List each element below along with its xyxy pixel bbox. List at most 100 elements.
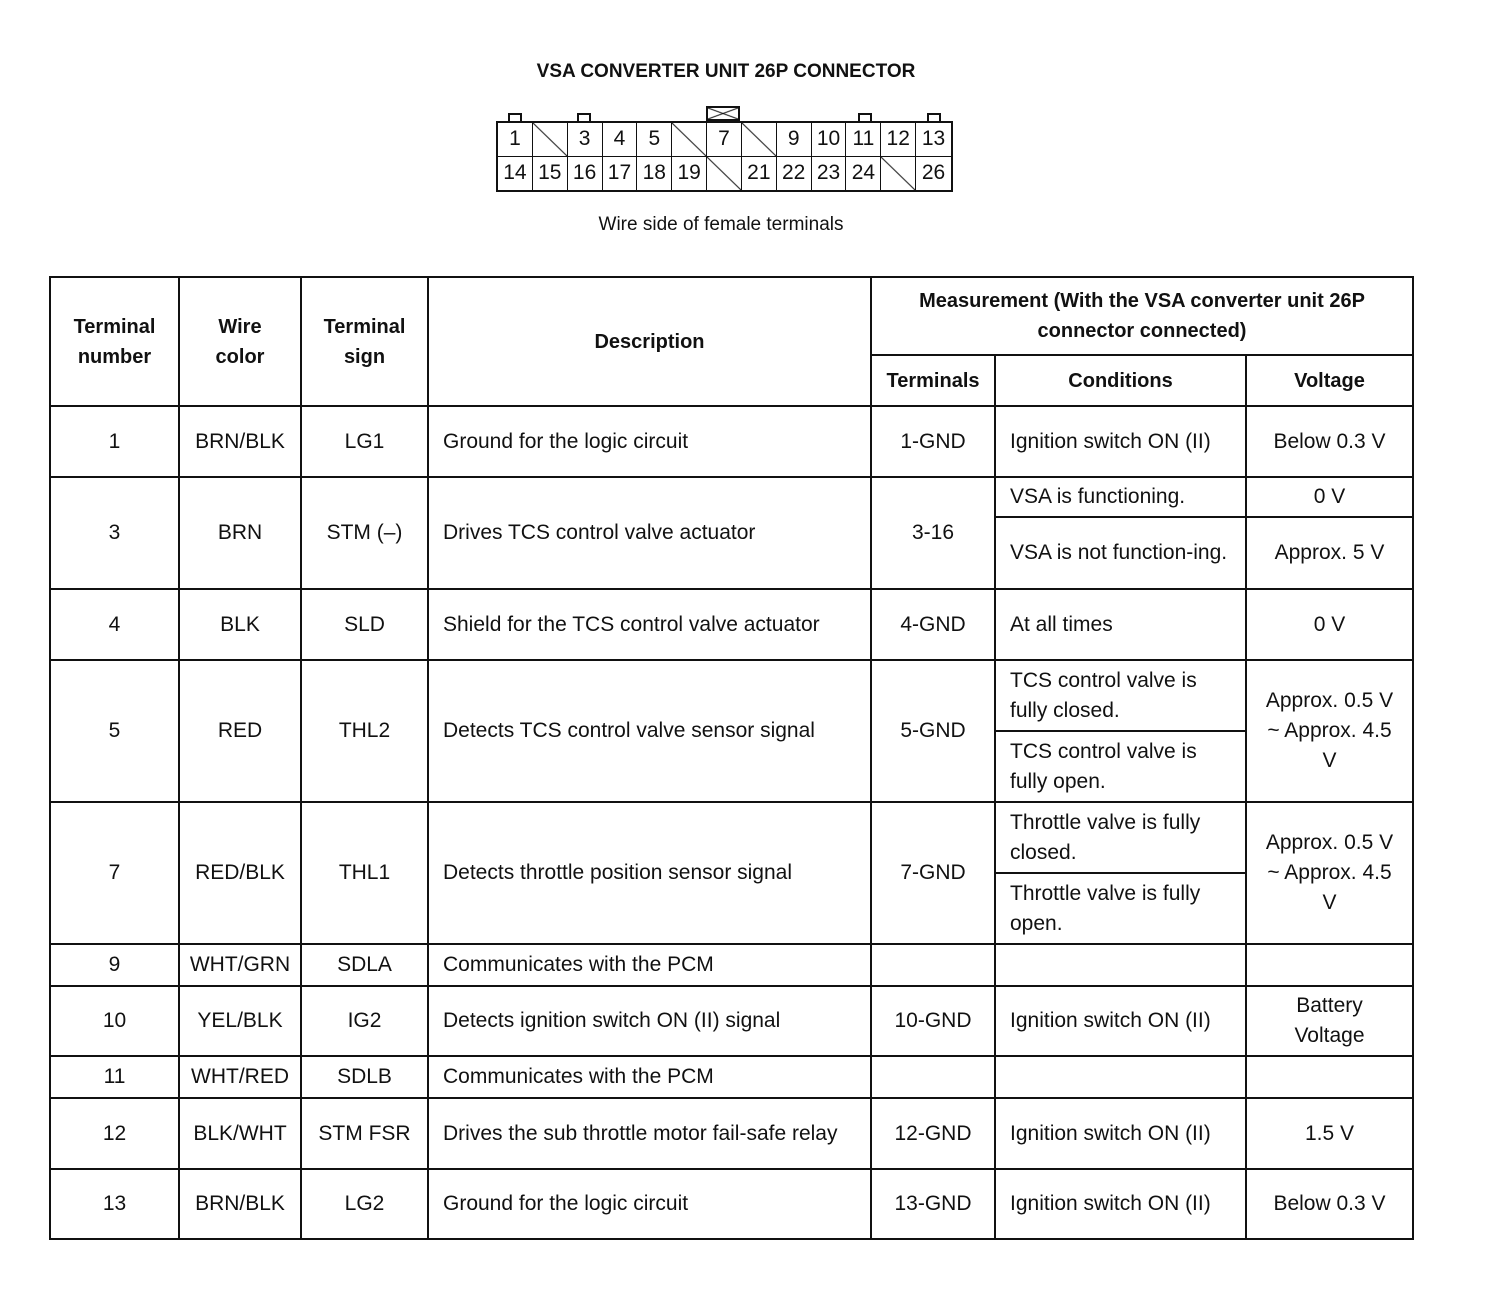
description-cell: Detects throttle position sensor signal [427, 801, 872, 945]
conditions-cell: Ignition switch ON (II) [994, 1097, 1247, 1170]
table-subrow: TCS control valve is fully open. [50, 730, 1413, 803]
voltage-cell: 0 V [1245, 588, 1414, 661]
connector-pin: 4 [602, 123, 638, 157]
voltage-cell [1245, 943, 1414, 987]
connector-pin: 21 [742, 156, 777, 190]
wire-color-cell: BLK [178, 588, 302, 661]
connector-pin: 19 [672, 156, 708, 190]
table-row: 5 RED THL2 Detects TCS control valve sensor… [49, 659, 1414, 803]
voltage-cell: 0 V [1245, 476, 1414, 518]
wire-color-cell: WHT/GRN [178, 943, 302, 987]
voltage-cell: Approx. 0.5 V ~ Approx. 4.5 V [1245, 659, 1414, 803]
table-subrow: VSA is not function-ing. Approx. 5 V [50, 516, 1414, 590]
connector-pin: 10 [811, 123, 847, 157]
connector-pin: 16 [568, 156, 603, 190]
terminal-number-cell: 11 [49, 1055, 180, 1099]
connector-pin: 14 [498, 156, 533, 190]
wire-color-cell: BLK/WHT [178, 1097, 302, 1170]
terminal-number-cell: 3 [49, 476, 180, 590]
header-voltage: Voltage [1245, 354, 1414, 407]
table-row: 10 YEL/BLK IG2 Detects ignition switch ON (… [49, 985, 1414, 1057]
table-row: 7 RED/BLK THL1 Detects throttle position se… [49, 801, 1414, 945]
terminals-cell: 5-GND [870, 659, 996, 803]
conditions-cell: Ignition switch ON (II) [994, 985, 1247, 1057]
connector-title: VSA CONVERTER UNIT 26P CONNECTOR [536, 61, 916, 82]
table-row: 11 WHT/RED SDLB Communicates with the PCM [49, 1055, 1414, 1099]
wire-color-cell: BRN/BLK [178, 405, 302, 478]
connector-pin: 18 [637, 156, 673, 190]
connector-pin: 22 [777, 156, 812, 190]
terminals-cell [870, 1055, 996, 1099]
table-row: 3 BRN STM (–) Drives TCS control valve actu… [49, 476, 1414, 590]
header-measurement: Measurement (With the VSA converter unit… [870, 276, 1414, 356]
terminal-sign-cell: SLD [300, 588, 429, 661]
terminal-sign-cell: STM (–) [300, 476, 429, 590]
terminals-cell: 13-GND [870, 1168, 996, 1240]
conditions-cell: TCS control valve is fully closed. [994, 659, 1247, 732]
terminal-sign-cell: IG2 [300, 985, 429, 1057]
description-cell: Drives TCS control valve actuator [427, 476, 872, 590]
table-row: 9 WHT/GRN SDLA Communicates with the PCM [49, 943, 1414, 987]
connector-key-tab [577, 113, 591, 123]
connector-pin: 7 [707, 123, 742, 157]
connector-key-tab [927, 113, 941, 123]
wire-color-cell: WHT/RED [178, 1055, 302, 1099]
terminal-sign-cell: THL1 [300, 801, 429, 945]
table-row: 12 BLK/WHT STM FSR Drives the sub throttle … [49, 1097, 1414, 1170]
terminal-sign-cell: LG1 [300, 405, 429, 478]
voltage-cell: Battery Voltage [1245, 985, 1414, 1057]
terminal-number-cell: 5 [49, 659, 180, 803]
connector-pin: 17 [603, 156, 638, 190]
table-row: 4 BLK SLD Shield for the TCS control valve … [49, 588, 1414, 661]
connector-pin: 24 [846, 156, 882, 190]
description-cell: Detects TCS control valve sensor signal [427, 659, 872, 803]
description-cell: Drives the sub throttle motor fail-safe … [427, 1097, 872, 1170]
connector-pin: 26 [921, 161, 946, 185]
description-cell: Ground for the logic circuit [427, 1168, 872, 1240]
terminal-sign-cell: SDLA [300, 943, 429, 987]
header-terminals: Terminals [870, 354, 996, 407]
voltage-cell [1245, 1055, 1414, 1099]
terminal-sign-cell: LG2 [300, 1168, 429, 1240]
terminal-sign-cell: THL2 [300, 659, 429, 803]
terminals-cell: 10-GND [870, 985, 996, 1057]
connector-pin-unused [881, 156, 917, 190]
terminals-cell: 7-GND [870, 801, 996, 945]
table-row: 1 BRN/BLK LG1 Ground for the logic circuit 1… [49, 405, 1414, 478]
wire-color-cell: RED [178, 659, 302, 803]
conditions-cell: VSA is functioning. [994, 476, 1247, 518]
header-description: Description [427, 276, 872, 407]
voltage-cell: 1.5 V [1245, 1097, 1414, 1170]
connector-pin: 13 [916, 123, 951, 157]
header-conditions: Conditions [994, 354, 1247, 407]
connector-diagram: 1 3 4 5 7 9 10 11 12 13 14 15 16 17 18 19 21 22 23 24 26 [496, 121, 953, 192]
voltage-cell: Below 0.3 V [1245, 1168, 1414, 1240]
terminal-number-cell: 12 [49, 1097, 180, 1170]
connector-pin-unused [532, 123, 568, 157]
description-cell: Detects ignition switch ON (II) signal [427, 985, 872, 1057]
terminal-number-cell: 13 [49, 1168, 180, 1240]
connector-pin: 15 [533, 156, 568, 190]
terminals-cell: 12-GND [870, 1097, 996, 1170]
conditions-cell [994, 1055, 1247, 1099]
voltage-cell: Below 0.3 V [1245, 405, 1414, 478]
conditions-cell: Ignition switch ON (II) [994, 1168, 1247, 1240]
connector-pin: 23 [812, 156, 847, 190]
conditions-cell: VSA is not function-ing. [994, 516, 1247, 590]
table-row: 13 BRN/BLK LG2 Ground for the logic circuit… [49, 1168, 1414, 1240]
connector-pin: 9 [776, 123, 812, 157]
terminal-number-cell: 9 [49, 943, 180, 987]
wire-color-cell: BRN [178, 476, 302, 590]
terminal-number-cell: 10 [49, 985, 180, 1057]
wire-color-cell: BRN/BLK [178, 1168, 302, 1240]
connector-key-tab [508, 113, 522, 123]
connector-pin: 5 [637, 123, 673, 157]
description-cell: Communicates with the PCM [427, 943, 872, 987]
header-wire-color: Wire color [178, 276, 302, 407]
voltage-cell: Approx. 0.5 V ~ Approx. 4.5 V [1245, 801, 1414, 945]
connector-lock-tab [706, 106, 740, 121]
connector-pin-unused [672, 123, 708, 157]
connector-pin: 12 [881, 123, 917, 157]
conditions-cell: At all times [994, 588, 1247, 661]
conditions-cell [994, 943, 1247, 987]
